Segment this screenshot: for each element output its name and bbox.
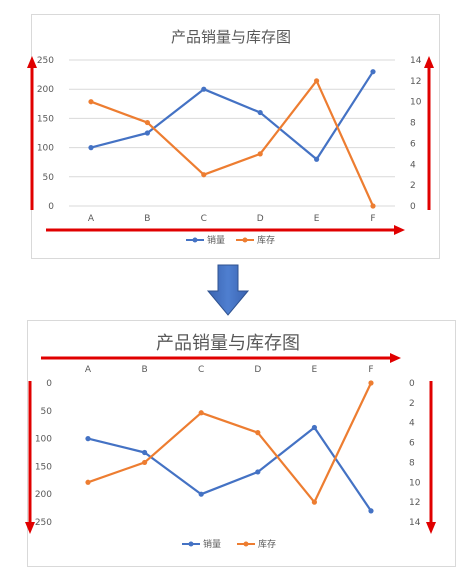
y-right-tick-label: 12: [410, 77, 421, 87]
series-line-inventory: [89, 79, 375, 208]
y-left-tick-label: 200: [37, 85, 54, 95]
chart-title-bottom: 产品销量与库存图: [156, 333, 300, 354]
x-tick-label: D: [257, 214, 264, 224]
y-right-tick-label: 14: [409, 518, 421, 528]
data-point-inventory: [311, 499, 317, 505]
x-tick-label: A: [88, 214, 95, 224]
legend-label-sales: 销量: [207, 234, 225, 246]
x-tick-label: F: [370, 214, 375, 224]
x-tick-label: E: [312, 365, 318, 375]
x-tick-label: F: [368, 365, 373, 375]
data-point-inventory: [255, 430, 261, 436]
series-line-sales: [86, 426, 373, 512]
y-left-tick-label: 100: [37, 144, 54, 154]
y-right-tick-label: 0: [409, 379, 415, 389]
y-left-tick-label: 0: [46, 379, 52, 389]
chart-top: 产品销量与库存图 0 50 100 150 200 250 0 2 4 6 8 10 12 14 A B C…: [27, 28, 434, 246]
data-point-sales: [370, 69, 376, 75]
data-point-sales: [255, 469, 261, 475]
y-left-tick-label: 50: [43, 173, 55, 183]
data-point-sales: [314, 156, 320, 162]
y-left-tick-label: 250: [37, 56, 54, 66]
arrow-down-icon: [426, 522, 436, 534]
y-right-tick-label: 4: [410, 160, 416, 170]
data-point-sales: [257, 109, 263, 116]
data-point-sales: [368, 508, 374, 514]
y-right-tick-label: 8: [410, 119, 416, 129]
y-right-tick-label: 2: [410, 181, 416, 191]
y-right-tick-label: 0: [410, 202, 416, 212]
legend-dot-sales: [188, 541, 194, 547]
y-left-tick-label: 150: [35, 462, 52, 472]
y-left-tick-label: 100: [35, 435, 52, 445]
annotation-arrows-top: [27, 56, 434, 235]
y-right-tick-label: 10: [410, 98, 422, 108]
y-left-tick-label: 200: [35, 490, 52, 500]
x-tick-label: B: [144, 214, 150, 224]
chart-panel-top: [31, 14, 440, 259]
x-tick-label: C: [201, 214, 207, 224]
data-point-inventory: [198, 410, 204, 416]
data-point-sales: [201, 86, 207, 92]
y-left-tick-label: 150: [37, 114, 54, 124]
data-point-sales: [198, 491, 204, 497]
x-tick-label: A: [85, 365, 92, 375]
data-point-sales: [142, 449, 148, 456]
data-point-sales: [88, 145, 94, 151]
legend-label-inventory: 库存: [257, 234, 275, 246]
data-point-inventory: [144, 119, 150, 126]
data-point-inventory: [368, 380, 374, 386]
y-right-tick-label: 2: [409, 399, 415, 409]
data-point-sales: [311, 424, 317, 431]
arrow-right-icon: [390, 353, 401, 363]
data-point-inventory: [88, 99, 94, 105]
chart-title-top: 产品销量与库存图: [171, 28, 291, 46]
x-tick-label: C: [198, 365, 204, 375]
legend-dot-inventory: [242, 237, 248, 243]
data-point-inventory: [201, 172, 207, 178]
chart-panel-bottom: [27, 320, 456, 567]
y-left-tick-label: 50: [41, 407, 53, 417]
y-left-tick-label: 250: [35, 518, 52, 528]
arrow-up-icon: [424, 56, 434, 68]
y-right-tick-label: 12: [409, 498, 420, 508]
x-tick-label: B: [142, 365, 148, 375]
arrow-down-icon: [206, 264, 250, 316]
x-tick-label: D: [254, 365, 261, 375]
data-point-inventory: [85, 479, 91, 485]
y-right-tick-label: 6: [410, 139, 416, 149]
y-right-tick-label: 14: [410, 56, 422, 66]
legend-label-sales: 销量: [203, 538, 221, 550]
data-point-inventory: [314, 78, 320, 84]
data-point-inventory: [257, 151, 263, 157]
data-point-inventory: [142, 459, 148, 466]
legend-dot-inventory: [243, 541, 249, 547]
arrow-down-icon: [25, 522, 35, 534]
legend-dot-sales: [192, 237, 198, 243]
arrow-right-icon: [394, 225, 405, 235]
annotation-arrows-bottom: [25, 353, 436, 534]
data-point-sales: [144, 130, 150, 136]
y-right-tick-label: 6: [409, 439, 415, 449]
arrow-up-icon: [27, 56, 37, 68]
y-right-tick-label: 10: [409, 478, 421, 488]
data-point-sales: [85, 436, 91, 442]
y-left-tick-label: 0: [48, 202, 54, 212]
x-tick-label: E: [314, 214, 320, 224]
series-line-sales: [89, 70, 375, 161]
y-right-tick-label: 4: [409, 419, 415, 429]
series-line-inventory: [86, 381, 373, 504]
legend-label-inventory: 库存: [258, 538, 276, 550]
y-right-tick-label: 8: [409, 458, 415, 468]
data-point-inventory: [370, 203, 376, 209]
